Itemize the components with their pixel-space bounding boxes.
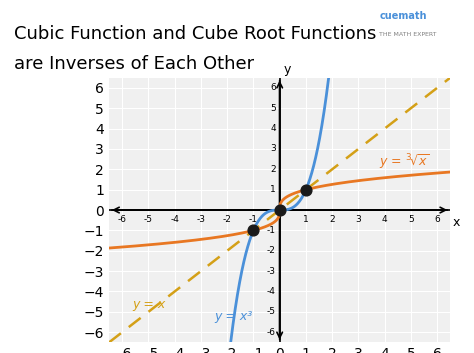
Text: y = x³: y = x³ [214,310,252,323]
Text: -1: -1 [249,215,258,224]
Text: -1: -1 [267,226,276,235]
Text: cuemath: cuemath [379,11,427,20]
Text: are Inverses of Each Other: are Inverses of Each Other [14,55,255,73]
Text: 1: 1 [303,215,309,224]
Text: 4: 4 [382,215,387,224]
Text: -4: -4 [170,215,179,224]
Text: Cubic Function and Cube Root Functions: Cubic Function and Cube Root Functions [14,25,377,43]
Text: 6: 6 [270,83,276,92]
Text: 5: 5 [408,215,414,224]
Text: -5: -5 [267,307,276,316]
Text: 6: 6 [434,215,440,224]
Point [250,228,257,233]
Text: x: x [453,216,460,229]
Text: 3: 3 [356,215,361,224]
Text: -5: -5 [144,215,153,224]
Text: -2: -2 [267,246,276,255]
Text: 4: 4 [270,124,276,133]
Text: -4: -4 [267,287,276,296]
Text: -6: -6 [267,328,276,337]
Text: THE MATH EXPERT: THE MATH EXPERT [379,32,437,37]
Text: 5: 5 [270,104,276,113]
Text: -2: -2 [223,215,232,224]
Text: 3: 3 [270,144,276,154]
Text: 1: 1 [270,185,276,194]
Text: -3: -3 [267,267,276,276]
Text: y = x: y = x [133,298,166,311]
Text: -3: -3 [196,215,205,224]
Text: y: y [283,62,291,76]
Text: 2: 2 [329,215,335,224]
Point [302,187,310,192]
Text: y = $^3\!\sqrt{x}$: y = $^3\!\sqrt{x}$ [379,153,430,172]
Point [276,207,283,213]
Text: -6: -6 [118,215,127,224]
Text: 2: 2 [270,165,276,174]
